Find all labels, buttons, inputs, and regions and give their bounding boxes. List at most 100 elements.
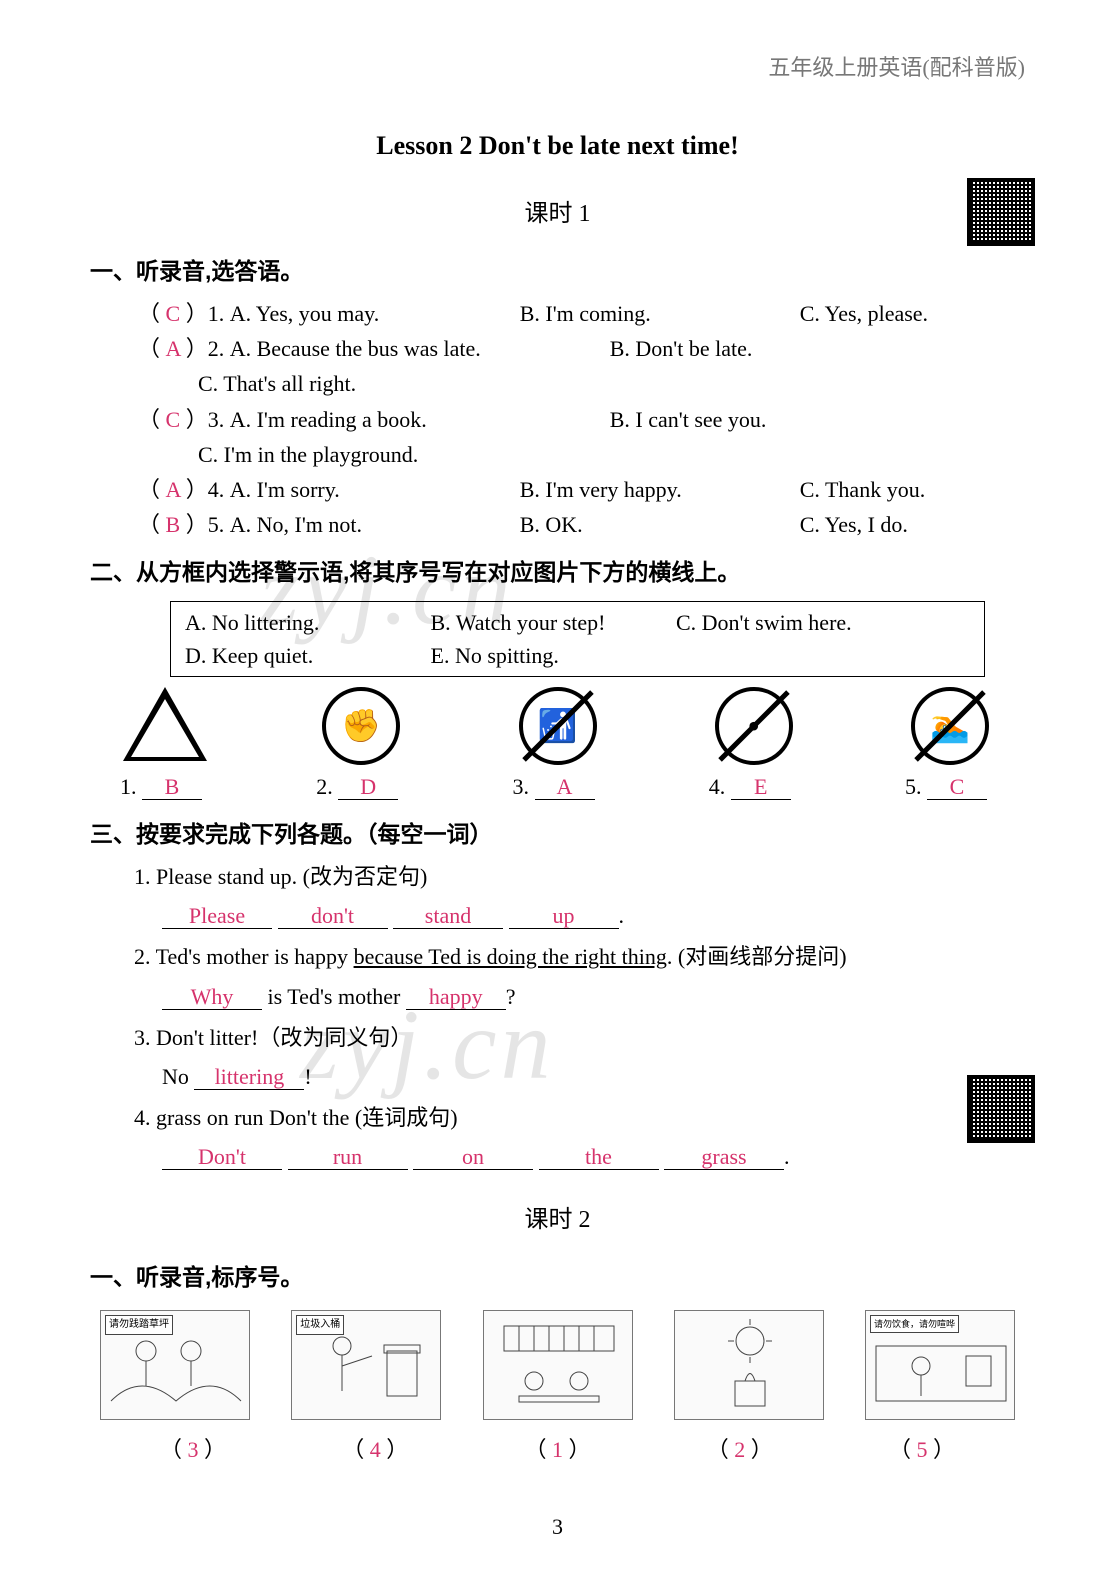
q-row: （ C ）3. A. I'm reading a book.B. I can't… bbox=[138, 402, 1025, 437]
answer: littering bbox=[209, 1064, 291, 1089]
picture-icon bbox=[674, 1310, 824, 1420]
prompt-text: . (对画线部分提问) bbox=[667, 944, 847, 969]
q-row: （ B ）5. A. No, I'm not.B. OK.C. Yes, I d… bbox=[138, 507, 1025, 542]
opt-c: C. Thank you. bbox=[800, 472, 925, 507]
opt-c: C. Yes, please. bbox=[800, 296, 928, 331]
page-header: 五年级上册英语(配科普版) bbox=[90, 50, 1025, 85]
answer: C bbox=[166, 301, 181, 326]
answer: run bbox=[327, 1144, 368, 1169]
answer: happy bbox=[423, 984, 489, 1009]
answer: 2 bbox=[734, 1437, 745, 1462]
q-num: 1 bbox=[208, 301, 219, 326]
answer: A bbox=[166, 336, 181, 361]
no-spit-sign-icon: • bbox=[715, 687, 793, 765]
sign-row: ✊ 🚮 • 🏊 bbox=[120, 687, 995, 765]
qr-code-icon bbox=[967, 1075, 1035, 1143]
picture-row: 请勿践踏草坪 垃圾入桶 请勿饮食，请勿喧哗 bbox=[100, 1310, 1015, 1420]
box-item: D. Keep quiet. bbox=[185, 639, 425, 672]
q3-2-answer: Why is Ted's mother happy? bbox=[162, 979, 1025, 1014]
answer: 5 bbox=[917, 1437, 928, 1462]
box-item: E. No spitting. bbox=[431, 639, 671, 672]
quiet-sign-icon: ✊ bbox=[322, 687, 400, 765]
no-swim-sign-icon: 🏊 bbox=[911, 687, 989, 765]
ans-num: 3. bbox=[513, 774, 530, 799]
section-2-heading: 二、从方框内选择警示语,将其序号写在对应图片下方的横线上。 bbox=[90, 554, 1025, 591]
sign-glyph: 🚮 bbox=[538, 700, 578, 751]
q3-1-prompt: 1. Please stand up. (改为否定句) bbox=[134, 859, 1025, 894]
page-number: 3 bbox=[0, 1509, 1115, 1544]
section-3-heading: 三、按要求完成下列各题。（每空一词） bbox=[90, 816, 1025, 853]
answer: B bbox=[159, 774, 186, 799]
sign-glyph: • bbox=[748, 700, 759, 751]
section-1-heading: 一、听录音,选答语。 bbox=[90, 253, 1025, 290]
section-4-heading: 一、听录音,标序号。 bbox=[90, 1259, 1025, 1296]
answer: E bbox=[748, 774, 773, 799]
box-item: B. Watch your step! bbox=[431, 606, 671, 639]
pic-label: 请勿践踏草坪 bbox=[105, 1315, 173, 1335]
prompt-text: 2. Ted's mother is happy bbox=[134, 944, 354, 969]
answer: Why bbox=[185, 984, 240, 1009]
no-litter-sign-icon: 🚮 bbox=[519, 687, 597, 765]
ans-num: 2. bbox=[316, 774, 333, 799]
q3-3-prompt: 3. Don't litter!（改为同义句） bbox=[134, 1020, 1025, 1055]
options-box: A. No littering. B. Watch your step! C. … bbox=[170, 601, 985, 677]
tail: . bbox=[784, 1144, 790, 1169]
answer: 1 bbox=[552, 1437, 563, 1462]
tail: ! bbox=[304, 1064, 311, 1089]
q-row: （ A ）2. A. Because the bus was late.B. D… bbox=[138, 331, 1025, 366]
answer: the bbox=[579, 1144, 618, 1169]
box-item: A. No littering. bbox=[185, 606, 425, 639]
opt-a: A. I'm sorry. bbox=[230, 472, 520, 507]
q3-2-prompt: 2. Ted's mother is happy because Ted is … bbox=[134, 939, 1025, 974]
answer: C bbox=[944, 774, 971, 799]
answer: A bbox=[551, 774, 579, 799]
answer: B bbox=[166, 512, 181, 537]
q3-4-prompt: 4. grass on run Don't the (连词成句) bbox=[134, 1100, 1025, 1135]
opt-c: C. Yes, I do. bbox=[800, 507, 908, 542]
q-num: 5 bbox=[208, 512, 219, 537]
q-num: 3 bbox=[208, 407, 219, 432]
answer: stand bbox=[419, 903, 477, 928]
picture-icon: 垃圾入桶 bbox=[291, 1310, 441, 1420]
picture-icon: 请勿饮食，请勿喧哗 bbox=[865, 1310, 1015, 1420]
q3-1-answer: Please don't stand up. bbox=[162, 898, 1025, 933]
answer: Don't bbox=[192, 1144, 252, 1169]
box-item: C. Don't swim here. bbox=[676, 606, 916, 639]
ans-num: 4. bbox=[709, 774, 726, 799]
mid-text: is Ted's mother bbox=[262, 984, 406, 1009]
q-row: （ A ）4. A. I'm sorry.B. I'm very happy.C… bbox=[138, 472, 1025, 507]
q-num: 4 bbox=[208, 477, 219, 502]
answer: A bbox=[166, 477, 181, 502]
answer: 4 bbox=[370, 1437, 381, 1462]
opt-c: C. I'm in the playground. bbox=[198, 437, 1025, 472]
opt-b: B. OK. bbox=[520, 507, 800, 542]
picture-icon bbox=[483, 1310, 633, 1420]
answer: Please bbox=[183, 903, 251, 928]
opt-b: B. Don't be late. bbox=[610, 336, 753, 361]
warning-sign-icon bbox=[123, 687, 207, 761]
answer: grass bbox=[695, 1144, 752, 1169]
answer: D bbox=[354, 774, 382, 799]
opt-b: B. I'm very happy. bbox=[520, 472, 800, 507]
lesson-title: Lesson 2 Don't be late next time! bbox=[90, 125, 1025, 167]
tail: . bbox=[619, 903, 625, 928]
sun-plant-scene-icon bbox=[675, 1311, 824, 1420]
picture-icon: 请勿践踏草坪 bbox=[100, 1310, 250, 1420]
opt-a: A. I'm reading a book. bbox=[230, 402, 610, 437]
session-2-title: 课时 2 bbox=[90, 1201, 1025, 1239]
sign-glyph: 🏊 bbox=[930, 700, 970, 751]
answer: on bbox=[456, 1144, 490, 1169]
answer: 3 bbox=[188, 1437, 199, 1462]
opt-a: A. No, I'm not. bbox=[230, 507, 520, 542]
pre-text: No bbox=[162, 1064, 194, 1089]
pic-label: 垃圾入桶 bbox=[296, 1315, 344, 1335]
sign-answers: 1. B 2. D 3. A 4. E 5. C bbox=[120, 769, 995, 804]
ans-num: 5. bbox=[905, 774, 922, 799]
opt-b: B. I can't see you. bbox=[610, 407, 767, 432]
opt-a: A. Because the bus was late. bbox=[230, 331, 610, 366]
answer: C bbox=[166, 407, 181, 432]
seq-answers: （ 3 ） （ 4 ） （ 1 ） （ 2 ） （ 5 ） bbox=[118, 1432, 997, 1467]
opt-a: A. Yes, you may. bbox=[230, 296, 520, 331]
ans-num: 1. bbox=[120, 774, 137, 799]
opt-b: B. I'm coming. bbox=[520, 296, 800, 331]
